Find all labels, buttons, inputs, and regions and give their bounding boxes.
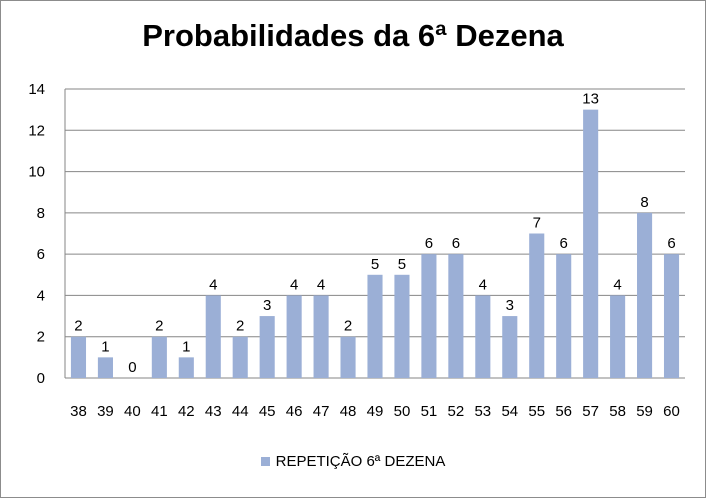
bar — [421, 254, 437, 378]
data-label: 1 — [101, 338, 109, 355]
x-tick-label: 50 — [394, 403, 411, 420]
x-tick-label: 60 — [663, 403, 680, 420]
x-tick-label: 41 — [151, 403, 168, 420]
bar — [178, 357, 194, 378]
data-label: 4 — [479, 276, 487, 293]
x-tick-label: 48 — [340, 403, 357, 420]
legend: REPETIÇÃO 6ª DEZENA — [0, 453, 706, 470]
data-label: 4 — [613, 276, 621, 293]
x-tick-label: 52 — [448, 403, 465, 420]
bar — [151, 336, 167, 378]
data-label: 4 — [209, 276, 217, 293]
y-tick-label: 2 — [37, 329, 45, 346]
bar — [529, 233, 545, 378]
bar — [232, 336, 248, 378]
data-label: 3 — [506, 297, 514, 314]
x-tick-label: 54 — [501, 403, 518, 420]
data-label: 6 — [452, 235, 460, 252]
data-label: 2 — [74, 318, 82, 335]
data-label: 4 — [317, 276, 325, 293]
x-tick-label: 45 — [259, 403, 276, 420]
x-tick-label: 44 — [232, 403, 249, 420]
x-tick-label: 51 — [421, 403, 438, 420]
x-tick-label: 58 — [609, 403, 626, 420]
bar — [367, 274, 383, 378]
bar — [259, 316, 275, 378]
data-label: 7 — [533, 215, 541, 232]
bar — [663, 254, 680, 378]
data-label: 8 — [640, 194, 648, 211]
bar — [583, 109, 599, 379]
x-tick-label: 38 — [70, 403, 87, 420]
bar — [475, 295, 491, 378]
data-label: 0 — [128, 359, 136, 376]
x-tick-label: 47 — [313, 403, 330, 420]
data-label: 3 — [263, 297, 271, 314]
data-label: 6 — [667, 235, 675, 252]
data-label: 2 — [236, 318, 244, 335]
data-label: 13 — [582, 91, 599, 108]
y-tick-label: 0 — [37, 370, 45, 387]
x-tick-label: 55 — [528, 403, 545, 420]
legend-swatch — [260, 457, 270, 466]
data-label: 6 — [425, 235, 433, 252]
bar — [502, 316, 518, 378]
y-tick-label: 6 — [37, 246, 45, 263]
x-tick-label: 46 — [286, 403, 303, 420]
bar — [313, 295, 329, 378]
bar — [97, 357, 113, 378]
y-tick-label: 4 — [37, 287, 45, 304]
x-tick-label: 59 — [636, 403, 653, 420]
x-tick-label: 43 — [205, 403, 222, 420]
y-tick-label: 12 — [28, 122, 45, 139]
data-label: 2 — [344, 318, 352, 335]
bar — [448, 254, 464, 378]
x-tick-label: 53 — [474, 403, 491, 420]
x-tick-label: 49 — [367, 403, 384, 420]
bar — [340, 336, 356, 378]
bar — [610, 295, 626, 378]
x-tick-label: 39 — [97, 403, 114, 420]
data-label: 5 — [371, 256, 379, 273]
data-label: 6 — [560, 235, 568, 252]
x-tick-label: 56 — [555, 403, 572, 420]
data-label: 5 — [398, 256, 406, 273]
x-tick-label: 40 — [124, 403, 141, 420]
bar — [286, 295, 302, 378]
bar — [637, 212, 653, 378]
bar — [70, 336, 87, 378]
x-tick-label: 57 — [582, 403, 599, 420]
bar — [394, 274, 410, 378]
y-tick-label: 14 — [28, 81, 45, 98]
y-tick-label: 10 — [28, 164, 45, 181]
data-label: 4 — [290, 276, 298, 293]
legend-label: REPETIÇÃO 6ª DEZENA — [275, 453, 446, 470]
y-tick-label: 8 — [37, 205, 45, 222]
x-tick-label: 42 — [178, 403, 195, 420]
bar — [556, 254, 572, 378]
chart-title: Probabilidades da 6ª Dezena — [142, 18, 564, 53]
bar — [205, 295, 221, 378]
data-label: 1 — [182, 338, 190, 355]
data-label: 2 — [155, 318, 163, 335]
